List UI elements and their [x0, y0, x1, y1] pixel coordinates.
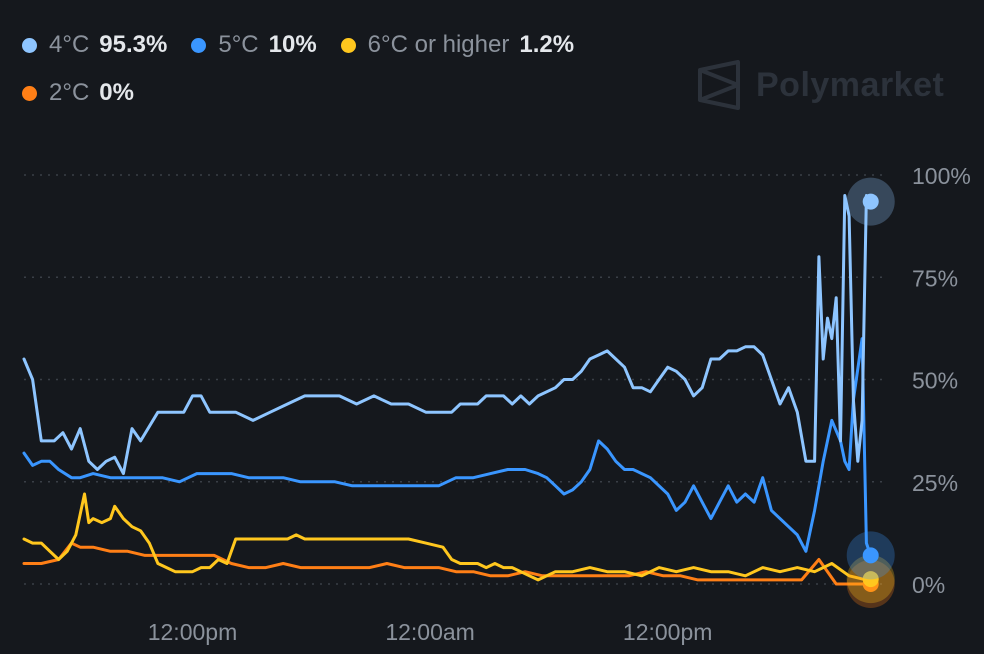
legend-label: 4°C: [49, 31, 90, 58]
legend-dot-icon: [22, 85, 37, 101]
end-markers: [846, 177, 895, 608]
y-tick-label: 50%: [912, 368, 958, 394]
x-tick-label: 12:00pm: [148, 619, 238, 645]
legend-row-1: 4°C 95.3% 5°C 10% 6°C or higher 1.2%: [22, 28, 682, 62]
legend-value: 1.2%: [519, 31, 575, 58]
legend-item-6c-or-higher[interactable]: 6°C or higher 1.2%: [340, 31, 575, 59]
legend-dot-icon: [191, 37, 207, 53]
legend-dot-icon: [340, 37, 356, 53]
y-tick-label: 25%: [912, 470, 958, 496]
legend-item-4c[interactable]: 4°C 95.3%: [22, 31, 167, 59]
legend-value: 0%: [99, 79, 134, 106]
y-axis-ticks: 0% 25% 50% 75% 100%: [912, 163, 971, 598]
legend-item-5c[interactable]: 5°C 10%: [191, 31, 317, 59]
series-lines: [22, 194, 873, 586]
legend-row-2: 2°C 0%: [22, 76, 682, 110]
end-marker-point: [862, 193, 879, 210]
y-tick-label: 0%: [912, 572, 945, 598]
legend: 4°C 95.3% 5°C 10% 6°C or higher 1.2% 2°C…: [22, 28, 682, 124]
legend-label: 2°C: [49, 79, 90, 106]
x-tick-label: 12:00pm: [623, 619, 713, 645]
grid-lines: [24, 174, 888, 585]
y-tick-label: 100%: [912, 163, 971, 189]
legend-label: 5°C: [218, 31, 259, 58]
legend-value: 95.3%: [99, 31, 168, 58]
series-line-4-c: [22, 194, 873, 476]
series-line-6-c-or-higher: [22, 492, 873, 582]
brand-name: Polymarket: [756, 65, 945, 104]
end-marker-point: [862, 547, 879, 564]
x-tick-label: 12:00am: [385, 619, 475, 645]
x-axis-ticks: 12:00pm 12:00am 12:00pm: [148, 619, 713, 645]
end-marker-point: [862, 571, 879, 588]
y-tick-label: 75%: [912, 265, 958, 291]
legend-item-2c[interactable]: 2°C 0%: [22, 79, 134, 107]
series-line-5-c: [22, 337, 873, 557]
series-line-2-c: [22, 541, 873, 586]
legend-label: 6°C or higher: [367, 31, 510, 58]
polymarket-logo-icon: [698, 60, 740, 110]
legend-dot-icon: [22, 37, 37, 53]
legend-value: 10%: [268, 31, 317, 58]
brand-watermark: Polymarket: [696, 60, 944, 110]
